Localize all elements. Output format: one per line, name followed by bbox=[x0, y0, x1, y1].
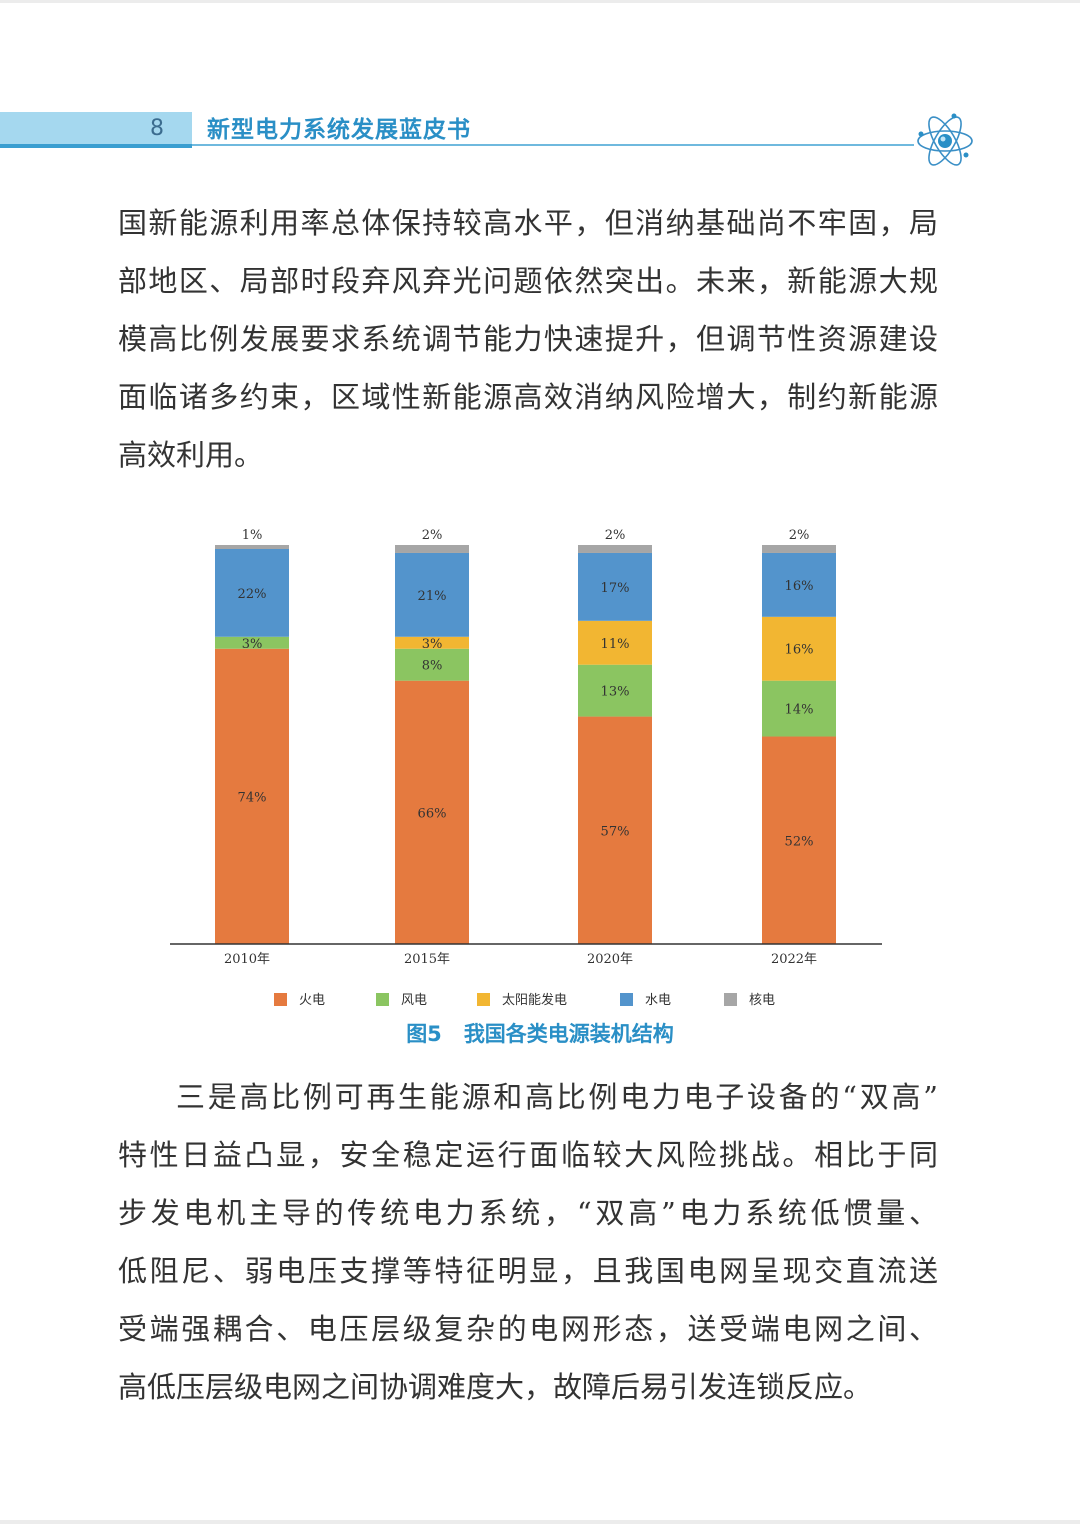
bar-value-label: 52% bbox=[785, 834, 814, 849]
paragraph-line: 受端强耦合、电压层级复杂的电网形态，送受端电网之间、 bbox=[118, 1312, 938, 1346]
paragraph-line: 高效利用。 bbox=[118, 438, 264, 472]
bar-value-label: 16% bbox=[785, 643, 814, 658]
bar-segment bbox=[578, 716, 652, 944]
page-header: 8 新型电力系统发展蓝皮书 bbox=[0, 110, 1080, 170]
bar-value-label: 13% bbox=[601, 685, 630, 700]
bar-segment bbox=[578, 545, 652, 553]
atom-icon bbox=[917, 113, 973, 166]
legend-label: 火电 bbox=[299, 993, 325, 1008]
bar-segment bbox=[762, 545, 836, 553]
book-title: 新型电力系统发展蓝皮书 bbox=[207, 117, 471, 143]
bar-value-label: 74% bbox=[238, 790, 267, 805]
bar-segment bbox=[578, 620, 652, 665]
legend-swatch bbox=[376, 993, 389, 1006]
paragraph-line: 部地区、局部时段弃风弃光问题依然突出。未来，新能源大规 bbox=[118, 264, 938, 298]
paragraph-line: 步发电机主导的传统电力系统，“双高”电力系统低惯量、 bbox=[118, 1196, 938, 1230]
bar-segment bbox=[395, 545, 469, 553]
top-edge bbox=[0, 0, 1080, 3]
bar-segment bbox=[395, 648, 469, 681]
paragraph-line: 三是高比例可再生能源和高比例电力电子设备的“双高” bbox=[176, 1080, 938, 1114]
header-rule bbox=[192, 144, 914, 146]
figure-title: 我国各类电源装机结构 bbox=[463, 1022, 674, 1046]
bar-segment bbox=[762, 552, 836, 617]
bar-value-label: 3% bbox=[242, 637, 263, 652]
bar-segment bbox=[215, 545, 289, 549]
bar-segment bbox=[578, 664, 652, 717]
bar-value-label: 3% bbox=[422, 637, 443, 652]
bar-value-label: 66% bbox=[418, 806, 447, 821]
bar-value-label: 57% bbox=[601, 824, 630, 839]
bar-value-label: 2% bbox=[789, 528, 810, 543]
legend-label: 太阳能发电 bbox=[502, 992, 567, 1008]
paragraph-line: 面临诸多约束，区域性新能源高效消纳风险增大，制约新能源 bbox=[118, 380, 938, 414]
bar-value-label: 1% bbox=[242, 528, 263, 543]
bar-segment bbox=[215, 636, 289, 649]
x-tick-label: 2020年 bbox=[587, 952, 633, 967]
bar-segment bbox=[578, 552, 652, 621]
legend-swatch bbox=[620, 993, 633, 1006]
figure-number: 图5 bbox=[406, 1022, 442, 1046]
page-tab-underline bbox=[0, 144, 192, 148]
bar-value-label: 14% bbox=[785, 703, 814, 718]
bar-value-label: 8% bbox=[422, 659, 443, 674]
bar-value-label: 11% bbox=[601, 637, 630, 652]
x-tick-label: 2022年 bbox=[771, 952, 817, 967]
bar-value-label: 21% bbox=[418, 589, 447, 604]
stacked-bar-chart: 74% 3% 22% 1% 66% 8% 3% 21% 2% 57% 13% 11% 17% 2% 52% 1… bbox=[170, 528, 882, 1008]
paragraph-line: 高低压层级电网之间协调难度大，故障后易引发连锁反应。 bbox=[118, 1370, 873, 1404]
bar-value-label: 17% bbox=[601, 581, 630, 596]
legend-label: 水电 bbox=[645, 993, 671, 1008]
bar-segment bbox=[395, 552, 469, 637]
bar-segment bbox=[215, 648, 289, 944]
paragraph-line: 低阻尼、弱电压支撑等特征明显，且我国电网呈现交直流送 bbox=[118, 1254, 938, 1288]
bar-value-label: 16% bbox=[785, 579, 814, 594]
bar-segment bbox=[762, 736, 836, 944]
legend-swatch bbox=[274, 993, 287, 1006]
paragraph-line: 国新能源利用率总体保持较高水平，但消纳基础尚不牢固，局 bbox=[118, 206, 938, 240]
paragraph-line: 特性日益凸显，安全稳定运行面临较大风险挑战。相比于同 bbox=[118, 1138, 938, 1172]
bar-segment bbox=[762, 680, 836, 737]
bottom-edge bbox=[0, 1520, 1080, 1524]
paragraph-2: 三是高比例可再生能源和高比例电力电子设备的“双高” 特性日益凸显，安全稳定运行面… bbox=[118, 1068, 938, 1416]
x-tick-label: 2015年 bbox=[404, 952, 450, 967]
paragraph-1: 国新能源利用率总体保持较高水平，但消纳基础尚不牢固，局 部地区、局部时段弃风弃光… bbox=[118, 194, 938, 484]
figure-caption: 图5 我国各类电源装机结构 bbox=[0, 1018, 1080, 1048]
page-tab bbox=[0, 112, 192, 146]
bar-value-label: 2% bbox=[605, 528, 626, 543]
bar-value-label: 22% bbox=[238, 587, 267, 602]
bar-segment bbox=[395, 680, 469, 944]
bar-value-label: 2% bbox=[422, 528, 443, 543]
bar-segment bbox=[215, 548, 289, 637]
legend-swatch bbox=[477, 993, 490, 1006]
page-number: 8 bbox=[150, 116, 164, 141]
legend-label: 核电 bbox=[749, 993, 775, 1008]
x-tick-label: 2010年 bbox=[224, 952, 270, 967]
bar-segment bbox=[395, 636, 469, 649]
paragraph-line: 模高比例发展要求系统调节能力快速提升，但调节性资源建设 bbox=[118, 322, 938, 356]
legend-swatch bbox=[724, 993, 737, 1006]
bar-segment bbox=[762, 616, 836, 681]
legend-label: 风电 bbox=[401, 993, 427, 1008]
